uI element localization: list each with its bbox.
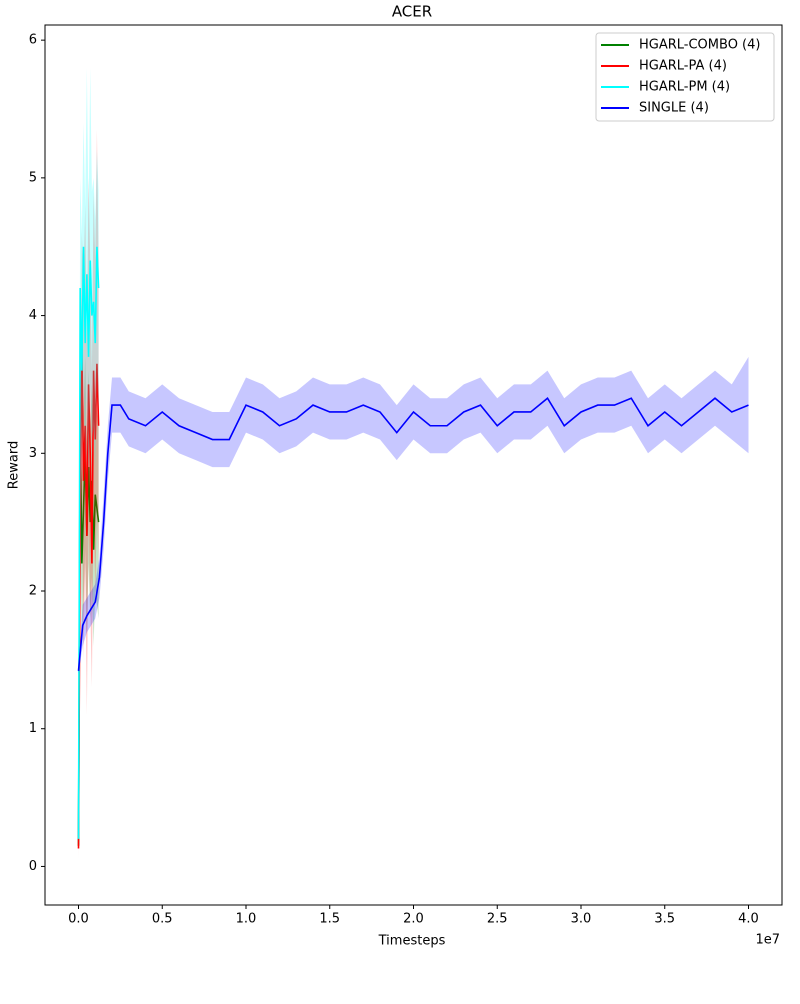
plot-frame <box>44 24 783 906</box>
x-tick-label: 0.5 <box>152 912 173 927</box>
legend-box <box>595 32 775 122</box>
y-tick-label: 4 <box>29 308 37 323</box>
series-line <box>77 246 100 839</box>
y-tick-label: 1 <box>29 721 37 736</box>
y-tick-label: 0 <box>29 859 37 874</box>
legend-label: HGARL-COMBO (4) <box>639 38 760 53</box>
x-tick-label: 3.5 <box>654 912 675 927</box>
x-tick-label: 0.0 <box>68 912 89 927</box>
y-tick-label: 6 <box>29 33 37 48</box>
y-axis-label: Reward <box>7 441 22 489</box>
confidence-band <box>78 356 749 674</box>
series-line <box>77 397 749 671</box>
y-tick-label: 5 <box>29 170 37 185</box>
x-tick-label: 4.0 <box>738 912 759 927</box>
series-line <box>77 414 100 846</box>
x-tick-label: 2.0 <box>403 912 424 927</box>
chart-title: ACER <box>392 3 432 21</box>
x-tick-label: 1.5 <box>319 912 340 927</box>
x-offset-label: 1e7 <box>755 933 780 948</box>
x-axis-label: Timesteps <box>378 934 446 949</box>
legend-label: HGARL-PM (4) <box>639 80 730 95</box>
legend-label: HGARL-PA (4) <box>639 59 727 74</box>
x-tick-label: 3.0 <box>571 912 592 927</box>
y-tick-label: 3 <box>29 446 37 461</box>
y-tick-label: 2 <box>29 584 37 599</box>
legend-label: SINGLE (4) <box>639 101 709 116</box>
x-tick-label: 1.0 <box>236 912 257 927</box>
x-tick-label: 2.5 <box>487 912 508 927</box>
